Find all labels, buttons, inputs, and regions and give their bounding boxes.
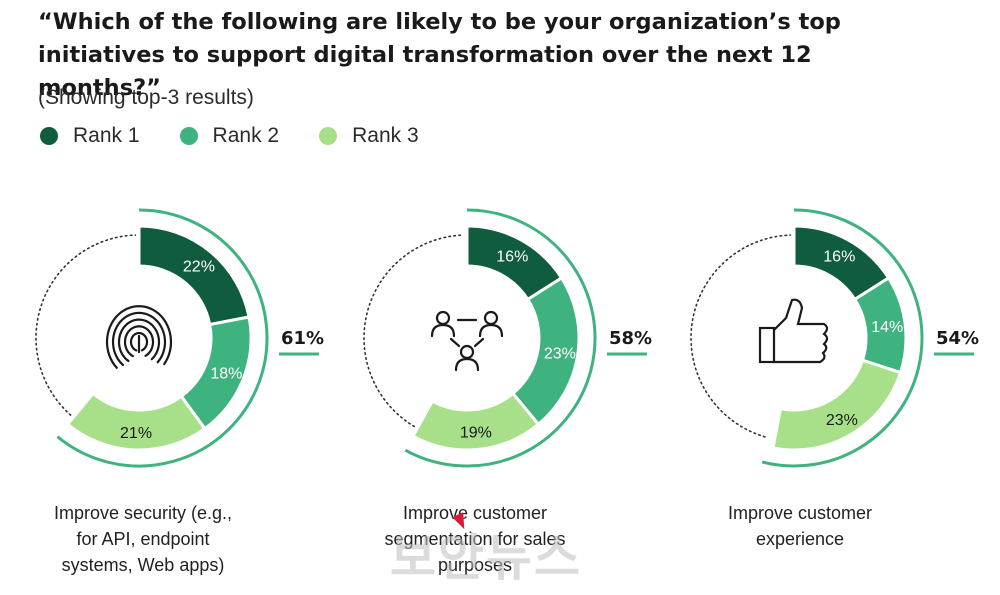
donut-1-label-rank-2: 18% xyxy=(210,366,242,383)
donut-3-label-rank-3: 23% xyxy=(826,412,858,429)
remainder-dotted-arc-3 xyxy=(690,234,792,438)
fingerprint-icon xyxy=(105,305,173,369)
caption-1-line-3: systems, Web apps) xyxy=(61,555,225,575)
donut-2-label-rank-3: 19% xyxy=(460,425,492,442)
caption-2: Improve customer segmentation for sales … xyxy=(355,500,595,578)
caption-2-line-3: purposes xyxy=(437,555,513,575)
total-label-1: 61% xyxy=(281,328,324,349)
legend-item-rank-1: Rank 1 xyxy=(40,124,140,148)
remainder-dotted-arc-1 xyxy=(35,234,137,416)
legend-label-rank-2: Rank 2 xyxy=(212,124,280,147)
legend-swatch-rank-3 xyxy=(319,127,338,145)
donut-2-segment-rank-3 xyxy=(411,391,541,452)
total-outline-arc-1 xyxy=(56,208,269,468)
donut-3-label-rank-1: 16% xyxy=(823,249,855,266)
donut-1-segment-rank-3 xyxy=(65,391,207,452)
chart-subtitle: (Showing top-3 results) xyxy=(38,86,254,109)
chart-title: “Which of the following are likely to be… xyxy=(38,6,938,105)
donut-3-label-rank-2: 14% xyxy=(871,319,903,336)
donut-2-label-rank-2: 23% xyxy=(544,346,576,363)
legend-swatch-rank-2 xyxy=(179,127,198,145)
caption-2-line-2: segmentation for sales xyxy=(384,529,566,549)
donut-1-label-rank-3: 21% xyxy=(120,425,152,442)
legend-label-rank-1: Rank 1 xyxy=(73,124,140,147)
donut-1-label-rank-1: 22% xyxy=(183,259,215,276)
thumbs-up-icon xyxy=(758,298,829,364)
legend-item-rank-3: Rank 3 xyxy=(319,124,419,148)
donut-3-segment-rank-3 xyxy=(771,358,903,452)
legend-label-rank-3: Rank 3 xyxy=(352,124,419,147)
donut-2-label-rank-1: 16% xyxy=(496,249,528,266)
total-outline-arc-2 xyxy=(404,208,597,468)
chart-title-line-1: “Which of the following are likely to be… xyxy=(38,9,841,35)
total-label-3: 54% xyxy=(936,328,979,349)
legend-item-rank-2: Rank 2 xyxy=(179,124,280,148)
caption-1: Improve security (e.g., for API, endpoin… xyxy=(23,500,263,578)
caption-3: Improve customer experience xyxy=(680,500,920,552)
remainder-dotted-arc-2 xyxy=(363,234,465,428)
chart-title-line-2: initiatives to support digital transform… xyxy=(38,42,812,101)
caption-2-line-1: Improve customer xyxy=(402,503,548,523)
total-label-2: 58% xyxy=(609,328,652,349)
total-outline-arc-3 xyxy=(761,208,924,468)
caption-3-line-1: Improve customer xyxy=(727,503,873,523)
legend-swatch-rank-1 xyxy=(40,127,58,145)
caption-1-line-2: for API, endpoint xyxy=(76,529,210,549)
people-network-icon xyxy=(430,310,504,372)
caption-3-line-2: experience xyxy=(755,529,845,549)
legend: Rank 1 Rank 2 Rank 3 xyxy=(40,124,459,148)
caption-1-line-1: Improve security (e.g., xyxy=(53,503,233,523)
